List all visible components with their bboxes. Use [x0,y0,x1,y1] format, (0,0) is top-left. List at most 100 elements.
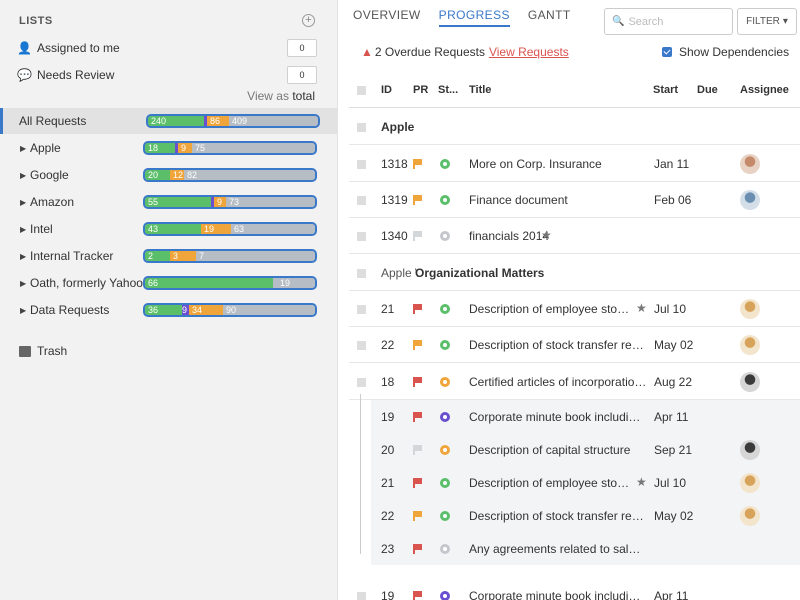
caret-right-icon[interactable]: ▶ [20,278,27,288]
table-row[interactable]: 21 Description of employee stock o... ★ Jul… [371,466,800,499]
table-row[interactable]: 21 Description of employee stock o... ★ Jul… [349,291,800,327]
assignee-avatar[interactable] [740,372,760,392]
assignee-avatar[interactable] [740,190,760,210]
request-title[interactable]: Any agreements related to sale, ple... [469,542,647,556]
request-title[interactable]: Certified articles of incorporation a... [469,375,647,389]
star-icon[interactable]: ★ [636,475,647,489]
priority-flag-icon[interactable] [413,377,423,387]
table-row[interactable]: 1318 More on Corp. Insurance Jan 11 [349,146,800,182]
row-checkbox[interactable] [357,160,366,169]
status-indicator[interactable] [440,159,450,169]
status-indicator[interactable] [440,195,450,205]
col-title[interactable]: Title [469,84,492,96]
request-title[interactable]: Description of employee stock o... [469,302,631,316]
view-requests-link[interactable]: View Requests [488,45,569,59]
col-start[interactable]: Start [653,84,679,96]
table-row[interactable]: 1319 Finance document Feb 06 [349,182,800,218]
status-indicator[interactable] [440,478,450,488]
table-row[interactable]: 19 Corporate minute book including st... A… [371,400,800,433]
caret-right-icon[interactable]: ▶ [20,197,27,207]
status-indicator[interactable] [440,377,450,387]
priority-flag-icon[interactable] [413,412,423,422]
request-title[interactable]: Finance document [469,193,568,207]
status-indicator[interactable] [440,445,450,455]
row-checkbox[interactable] [357,232,366,241]
priority-flag-icon[interactable] [413,591,423,600]
status-indicator[interactable] [440,511,450,521]
priority-flag-icon[interactable] [413,511,423,521]
priority-flag-icon[interactable] [413,159,423,169]
tab-gantt[interactable]: GANTT [527,8,571,22]
table-row[interactable]: 22 Description of stock transfer restric.… [349,327,800,363]
request-title[interactable]: financials 2014 [469,229,550,243]
table-row[interactable]: 22 Description of stock transfer restric.… [371,499,800,532]
list-item-oath-formerly-yahoo[interactable]: ▶ Oath, formerly Yahoo 66 19 [0,270,338,296]
caret-right-icon[interactable]: ▶ [20,251,27,261]
priority-flag-icon[interactable] [413,478,423,488]
group-row[interactable]: Apple [349,109,800,145]
col-assignee[interactable]: Assignee [740,84,789,96]
status-indicator[interactable] [440,591,450,600]
caret-right-icon[interactable]: ▶ [20,170,27,180]
caret-right-icon[interactable]: ▶ [20,305,27,315]
col-priority[interactable]: PR [413,84,429,96]
table-row[interactable]: 23 Any agreements related to sale, ple... [371,532,800,565]
assignee-avatar[interactable] [740,154,760,174]
status-indicator[interactable] [440,304,450,314]
row-checkbox[interactable] [357,341,366,350]
priority-flag-icon[interactable] [413,340,423,350]
list-item-internal-tracker[interactable]: ▶ Internal Tracker 2 3 7 [0,243,338,269]
col-due[interactable]: Due [697,84,718,96]
request-title[interactable]: Description of stock transfer restric... [469,338,647,352]
table-row[interactable]: 19 Corporate minute book including st... A… [349,578,800,600]
star-icon[interactable]: ★ [541,228,552,242]
request-title[interactable]: Description of capital structure [469,443,631,457]
request-title[interactable]: Corporate minute book including st... [469,410,647,424]
search-input[interactable] [628,15,724,28]
list-item-google[interactable]: ▶ Google 20 12 82 [0,162,338,188]
col-status[interactable]: St... [438,84,459,96]
assignee-avatar[interactable] [740,506,760,526]
request-title[interactable]: More on Corp. Insurance [469,157,602,171]
assignee-avatar[interactable] [740,299,760,319]
group-row[interactable]: Apple \ Organizational Matters [349,255,800,291]
search-box[interactable]: 🔍 [604,8,733,35]
priority-flag-icon[interactable] [413,231,423,241]
caret-right-icon[interactable]: ▶ [20,224,27,234]
priority-flag-icon[interactable] [413,195,423,205]
list-item-amazon[interactable]: ▶ Amazon 55 9 73 [0,189,338,215]
priority-flag-icon[interactable] [413,544,423,554]
row-checkbox[interactable] [357,305,366,314]
assignee-avatar[interactable] [740,473,760,493]
add-list-icon[interactable]: + [302,14,315,27]
status-indicator[interactable] [440,340,450,350]
status-indicator[interactable] [440,231,450,241]
row-checkbox[interactable] [357,378,366,387]
status-indicator[interactable] [440,412,450,422]
select-all-checkbox[interactable] [357,86,366,95]
col-id[interactable]: ID [381,84,392,96]
priority-flag-icon[interactable] [413,304,423,314]
view-as-toggle[interactable]: View as total [247,89,315,103]
list-item-all-requests[interactable]: All Requests 240 86 409 [0,108,338,134]
row-checkbox[interactable] [357,123,366,132]
tab-overview[interactable]: OVERVIEW [353,8,421,22]
filter-needs-review[interactable]: 💬 Needs Review 0 [17,65,317,85]
star-icon[interactable]: ★ [636,301,647,315]
row-checkbox[interactable] [357,196,366,205]
request-title[interactable]: Description of employee stock o... [469,476,631,490]
list-item-data-requests[interactable]: ▶ Data Requests 36 9 34 90 [0,297,338,323]
list-item-apple[interactable]: ▶ Apple 18 9 75 [0,135,338,161]
table-row[interactable]: 20 Description of capital structure Sep 21 [371,433,800,466]
list-item-intel[interactable]: ▶ Intel 43 19 63 [0,216,338,242]
table-row[interactable]: 1340 financials 2014 ★ [349,218,800,254]
row-checkbox[interactable] [357,592,366,600]
row-checkbox[interactable] [357,269,366,278]
priority-flag-icon[interactable] [413,445,423,455]
table-row[interactable]: 18 Certified articles of incorporation a.… [349,364,800,400]
request-title[interactable]: Description of stock transfer restric... [469,509,647,523]
show-dependencies-toggle[interactable]: Show Dependencies [662,45,789,59]
assignee-avatar[interactable] [740,440,760,460]
tab-progress[interactable]: PROGRESS [438,8,510,27]
request-title[interactable]: Corporate minute book including st... [469,589,647,600]
